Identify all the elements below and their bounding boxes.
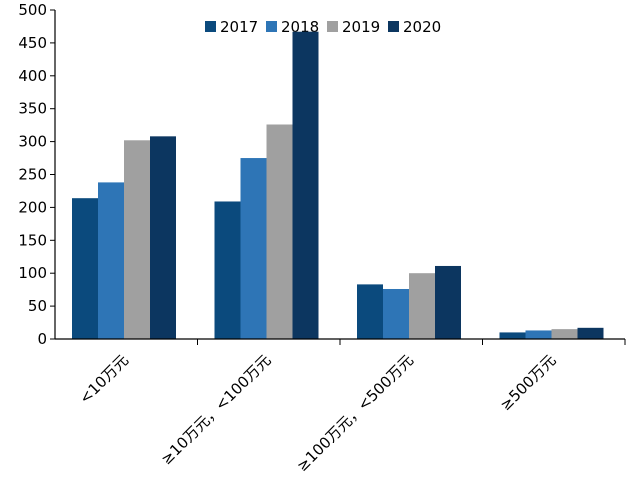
chart-legend: 2017 2018 2019 2020 (205, 18, 441, 36)
x-category-label: <10万元 (76, 351, 132, 407)
bar-2020-3 (577, 327, 604, 339)
bar-2020-2 (435, 265, 461, 339)
bar-2018-2 (383, 288, 409, 339)
y-tick-label: 350 (18, 100, 47, 118)
y-tick-label: 450 (18, 34, 47, 52)
legend-swatch-2017 (205, 21, 216, 32)
x-category-label: ≥10万元，<100万元 (157, 351, 274, 468)
bar-2017-0 (72, 198, 98, 339)
y-tick-label: 400 (18, 67, 47, 85)
bar-2019-3 (551, 329, 578, 339)
x-category-label: ≥500万元 (497, 351, 560, 414)
legend-label-2020: 2020 (403, 18, 441, 36)
legend-swatch-2019 (327, 21, 338, 32)
bar-2019-2 (409, 273, 435, 339)
y-tick-label: 250 (18, 166, 47, 184)
y-tick-label: 500 (18, 1, 47, 19)
legend-swatch-2018 (266, 21, 277, 32)
bar-2020-0 (150, 136, 176, 339)
y-axis: 0 50 100 150 200 250 300 350 400 450 500 (18, 1, 56, 348)
bar-2017-2 (357, 284, 383, 339)
legend-label-2017: 2017 (220, 18, 258, 36)
legend-label-2019: 2019 (342, 18, 380, 36)
y-tick-label: 0 (37, 330, 47, 348)
bar-2018-1 (240, 158, 267, 339)
legend-label-2018: 2018 (281, 18, 319, 36)
y-tick-label: 150 (18, 231, 47, 249)
x-category-label: ≥100万元，<500万元 (293, 351, 417, 475)
chart-bars (72, 31, 604, 340)
y-tick-label: 200 (18, 198, 47, 216)
bar-2017-3 (499, 332, 526, 339)
y-tick-label: 100 (18, 264, 47, 282)
bar-2018-3 (525, 330, 552, 339)
x-axis: <10万元 ≥10万元，<100万元 ≥100万元，<500万元 ≥500万元 (55, 338, 626, 475)
bar-2019-0 (124, 140, 150, 339)
y-tick-label: 50 (28, 297, 47, 315)
bar-2020-1 (292, 31, 319, 340)
bar-2018-0 (98, 182, 124, 339)
bar-2019-1 (266, 124, 293, 339)
bar-2017-1 (214, 201, 241, 339)
legend-swatch-2020 (388, 21, 399, 32)
y-tick-label: 300 (18, 133, 47, 151)
